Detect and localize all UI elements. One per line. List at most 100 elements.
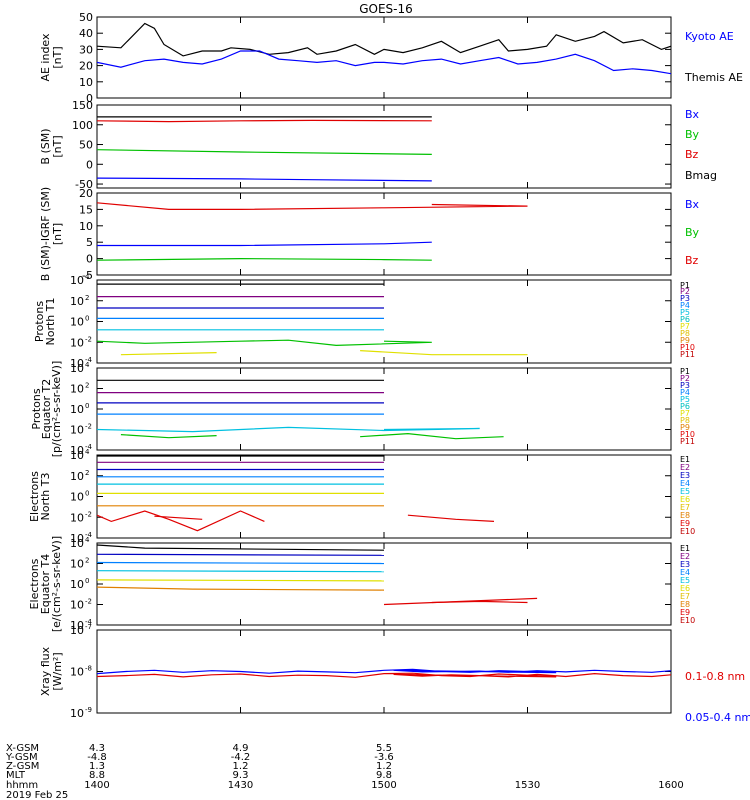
y-tick-label: 10 (70, 532, 84, 545)
y-tick-label: 10 (70, 624, 84, 637)
legend-entry: P6 (680, 402, 690, 411)
panel-frame (96, 629, 672, 714)
y-tick-exponent: 2 (85, 382, 89, 390)
ephemeris-value: 8.8 (89, 770, 105, 781)
y-axis-label: North T3 (39, 473, 52, 521)
y-tick-exponent: 2 (85, 294, 89, 302)
y-tick-label: 40 (79, 27, 93, 40)
legend-entry: By (685, 226, 700, 239)
ephemeris-value: 9.8 (376, 770, 392, 781)
series-line-3 (97, 570, 385, 573)
legend-entry: P1 (680, 281, 690, 290)
series-line-1 (97, 257, 432, 261)
legend-entry: E1 (680, 544, 690, 553)
y-tick-exponent: 4 (85, 273, 90, 281)
y-axis-label: B (SM) (39, 128, 52, 164)
y-tick-exponent: -4 (85, 618, 93, 626)
y-tick-exponent: -4 (85, 531, 93, 539)
legend-entry: P5 (680, 308, 690, 317)
series-line-0 (97, 241, 432, 247)
legend-entry: E7 (680, 592, 690, 601)
y-tick-label: 10 (70, 491, 84, 504)
y-tick-label: 10 (70, 336, 84, 349)
y-tick-label: 10 (70, 558, 84, 571)
legend-entry: Kyoto AE (685, 30, 734, 43)
legend-entry: P3 (680, 381, 690, 390)
legend-entry: E6 (680, 584, 690, 593)
y-tick-label: 20 (79, 60, 93, 73)
plot-date: 2019 Feb 25 (6, 790, 68, 800)
y-tick-label: 10 (70, 470, 84, 483)
y-tick-label: 50 (79, 139, 93, 152)
legend-entry: P6 (680, 315, 690, 324)
legend-entry: Bx (685, 198, 700, 211)
series-line-0 (97, 544, 385, 551)
series-line-1 (97, 149, 432, 155)
series-line-2 (97, 202, 528, 210)
ephemeris-row-label: Z-GSM (6, 761, 39, 772)
panel-frame (96, 192, 672, 276)
legend-entry: E9 (680, 608, 690, 617)
y-tick-label: 10 (70, 316, 84, 329)
panel-b_igrf: -5 0 5 10 15 20 B (SM)-IGRF (SM) [nT] Bx By Bz (39, 187, 700, 282)
ephemeris-value: 1.3 (89, 761, 105, 772)
y-tick-label: 10 (70, 599, 84, 612)
y-tick-label: -50 (75, 178, 93, 191)
y-tick-label: 0 (86, 253, 93, 266)
ephemeris-row-label: hhmm (6, 780, 38, 791)
y-axis-label: [nT] (51, 223, 64, 245)
series-line-4 (97, 579, 385, 582)
ephemeris-value: 1530 (515, 780, 540, 791)
y-tick-label: 10 (70, 707, 84, 720)
legend-entry: E8 (680, 511, 690, 520)
y-tick-label: 10 (70, 537, 84, 550)
series-line-7 (383, 597, 538, 606)
legend-entry: Bz (685, 254, 699, 267)
legend-entry: Themis AE (684, 71, 743, 84)
ephemeris-value: -3.6 (374, 752, 394, 763)
series-line-7 (360, 350, 528, 356)
legend-entry: E8 (680, 600, 690, 609)
y-tick-label: 0 (86, 158, 93, 171)
y-tick-label: 10 (70, 383, 84, 396)
y-tick-label: 30 (79, 43, 93, 56)
series-line-1 (97, 50, 671, 75)
legend-entry: E9 (680, 519, 690, 528)
series-line-0 (97, 22, 671, 57)
y-axis-label: [e/(cm²-s-sr-keV)] (50, 536, 63, 632)
y-tick-label: 10 (79, 220, 93, 233)
y-axis-label: AE index (39, 33, 52, 82)
legend-entry: By (685, 128, 700, 141)
ephemeris-row-label: X-GSM (6, 743, 39, 754)
legend-entry: E2 (680, 552, 690, 561)
legend-entry: P2 (680, 287, 690, 296)
ephemeris-value: -4.2 (231, 752, 251, 763)
legend-entry: P8 (680, 329, 690, 338)
y-tick-label: 10 (70, 578, 84, 591)
series-line-6 (120, 352, 217, 356)
y-tick-exponent: -2 (85, 423, 92, 431)
y-axis-label: Protons (30, 388, 43, 429)
legend-entry: E4 (680, 568, 690, 577)
y-tick-exponent: -2 (85, 598, 92, 606)
legend-entry: E3 (680, 560, 690, 569)
ephemeris-value: 9.3 (233, 770, 249, 781)
y-tick-label: 10 (70, 403, 84, 416)
series-line-2 (97, 561, 385, 565)
y-tick-exponent: -4 (85, 443, 93, 451)
y-tick-exponent: -9 (85, 706, 92, 714)
y-axis-label: [nT] (51, 46, 64, 68)
y-tick-exponent: -2 (85, 335, 92, 343)
y-tick-exponent: 4 (85, 361, 90, 369)
ephemeris-value: 4.3 (89, 743, 105, 754)
legend-entry: 0.05-0.4 nm (685, 711, 750, 724)
legend-entry: Bx (685, 108, 700, 121)
y-tick-label: 10 (70, 444, 84, 457)
legend-entry: Bmag (685, 169, 717, 182)
y-tick-exponent: -4 (85, 356, 93, 364)
y-axis-label: Electrons (28, 471, 41, 522)
